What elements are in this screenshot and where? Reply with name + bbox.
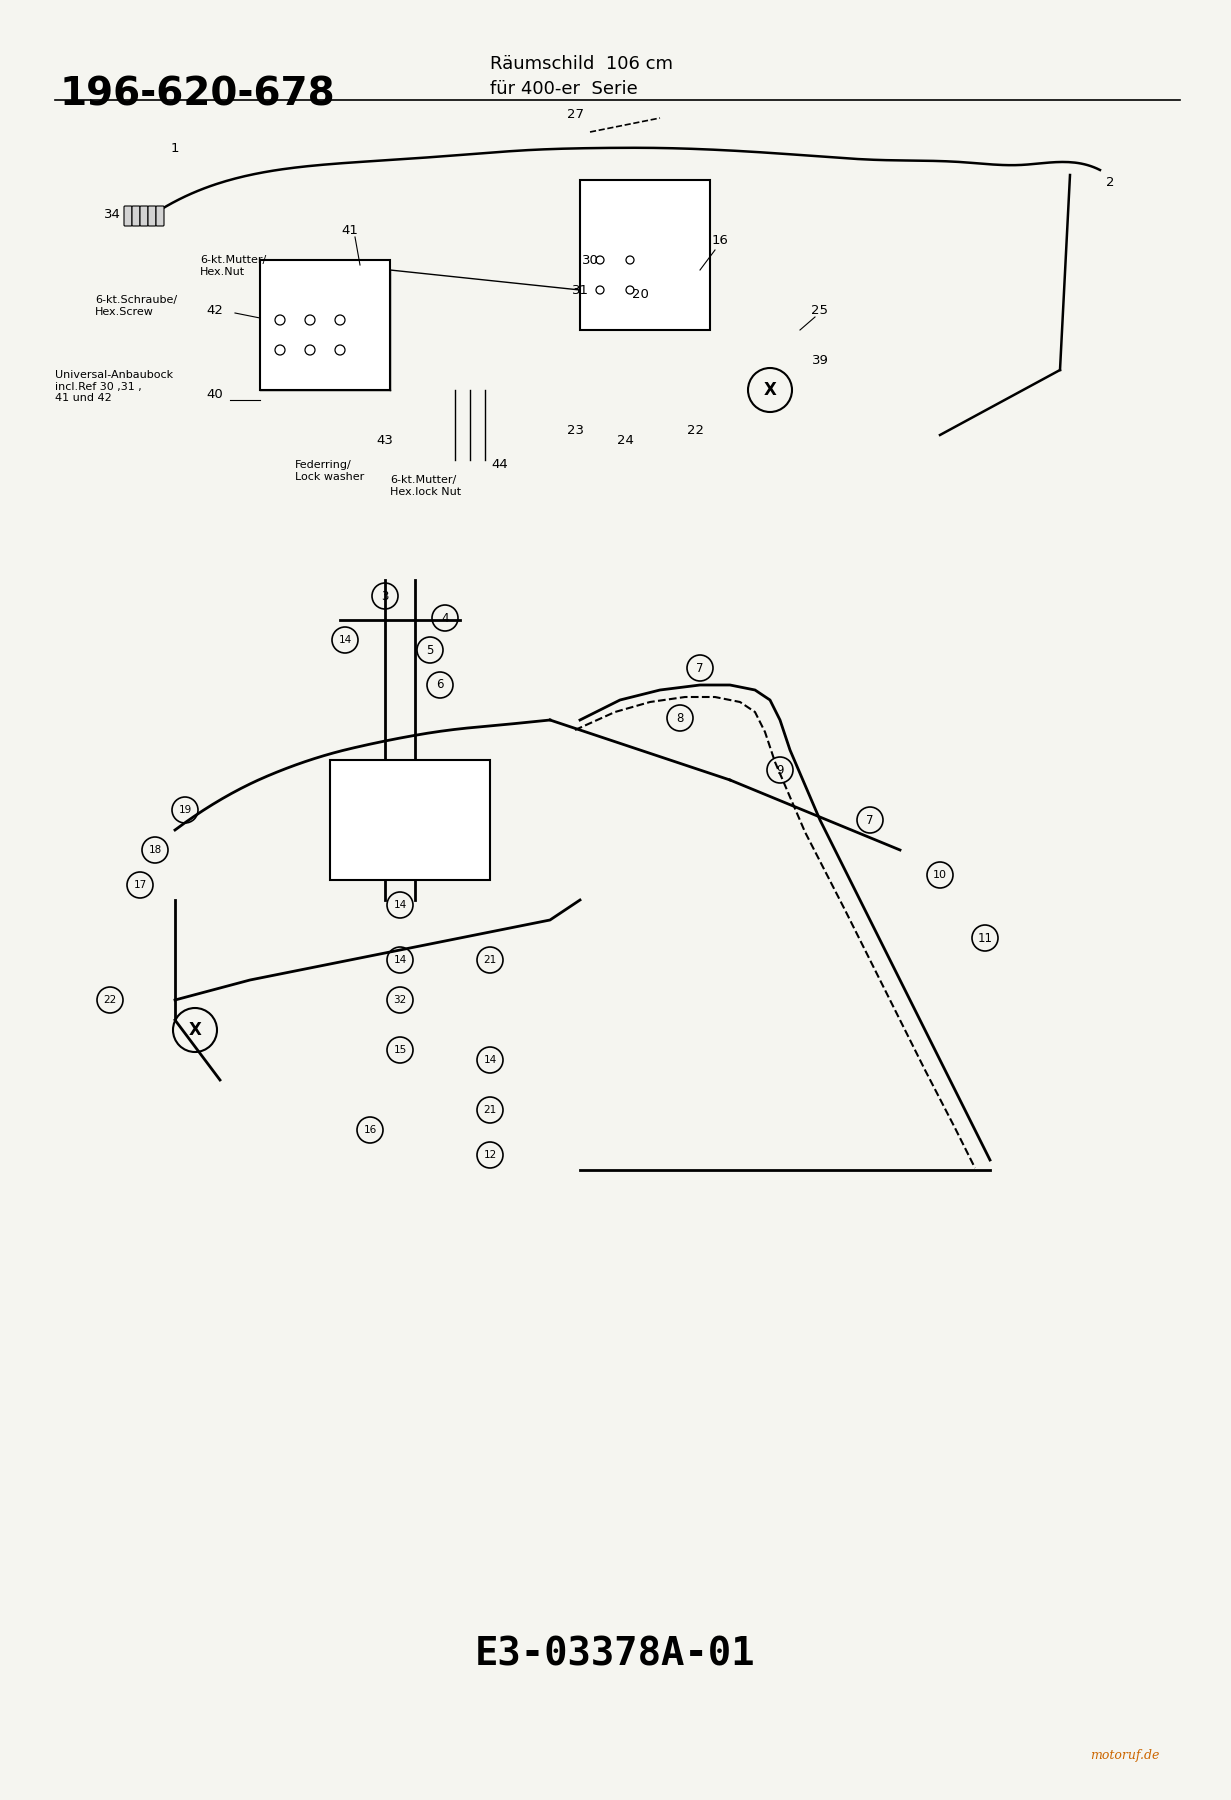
- Text: 5: 5: [426, 644, 433, 657]
- FancyBboxPatch shape: [124, 205, 132, 227]
- Text: 14: 14: [484, 1055, 496, 1066]
- Text: 6-kt.Mutter/
Hex.Nut: 6-kt.Mutter/ Hex.Nut: [199, 256, 266, 277]
- Text: 2: 2: [1105, 176, 1114, 189]
- Text: X: X: [188, 1021, 202, 1039]
- Text: E3-03378A-01: E3-03378A-01: [475, 1636, 756, 1674]
- Text: 21: 21: [484, 956, 496, 965]
- Text: 30: 30: [581, 254, 598, 266]
- Text: 4: 4: [441, 612, 449, 625]
- Text: 27: 27: [566, 108, 583, 122]
- Text: 34: 34: [103, 207, 121, 221]
- Text: 10: 10: [933, 869, 947, 880]
- FancyBboxPatch shape: [140, 205, 148, 227]
- Text: 22: 22: [687, 423, 703, 437]
- Text: motoruf.de: motoruf.de: [1089, 1748, 1160, 1762]
- Text: 21: 21: [484, 1105, 496, 1114]
- FancyBboxPatch shape: [156, 205, 164, 227]
- Text: Federring/
Lock washer: Federring/ Lock washer: [295, 461, 364, 482]
- Text: X: X: [763, 382, 777, 400]
- Text: 16: 16: [363, 1125, 377, 1136]
- Text: 14: 14: [394, 900, 406, 911]
- Bar: [260, 259, 390, 391]
- Text: 6-kt.Mutter/
Hex.lock Nut: 6-kt.Mutter/ Hex.lock Nut: [390, 475, 462, 497]
- Text: 18: 18: [149, 844, 161, 855]
- Text: 25: 25: [811, 304, 828, 317]
- Text: 17: 17: [133, 880, 146, 889]
- Text: 23: 23: [566, 423, 583, 437]
- Text: Räumschild  106 cm: Räumschild 106 cm: [490, 56, 673, 74]
- Text: 41: 41: [341, 223, 358, 236]
- Text: 14: 14: [394, 956, 406, 965]
- Text: 8: 8: [676, 711, 683, 724]
- FancyBboxPatch shape: [148, 205, 156, 227]
- Text: 7: 7: [697, 662, 704, 675]
- Text: 6: 6: [436, 679, 443, 691]
- Text: 1: 1: [171, 142, 180, 155]
- Text: 32: 32: [394, 995, 406, 1004]
- Text: 19: 19: [178, 805, 192, 815]
- Text: 12: 12: [484, 1150, 496, 1159]
- FancyBboxPatch shape: [132, 205, 140, 227]
- Text: 43: 43: [377, 434, 394, 446]
- Bar: [330, 760, 490, 880]
- Text: 22: 22: [103, 995, 117, 1004]
- Text: 44: 44: [491, 459, 508, 472]
- Text: 196-620-678: 196-620-678: [60, 76, 336, 113]
- Text: 14: 14: [339, 635, 352, 644]
- Text: 7: 7: [867, 814, 874, 826]
- Text: 24: 24: [617, 434, 634, 446]
- Bar: [580, 180, 710, 329]
- Text: 42: 42: [207, 304, 224, 317]
- Text: 11: 11: [977, 932, 992, 945]
- Text: 40: 40: [207, 389, 223, 401]
- Text: 3: 3: [382, 590, 389, 603]
- Text: 16: 16: [712, 234, 729, 247]
- Text: für 400-er  Serie: für 400-er Serie: [490, 79, 638, 97]
- Text: Universal-Anbaubock
incl.Ref 30 ,31 ,
41 und 42: Universal-Anbaubock incl.Ref 30 ,31 , 41…: [55, 371, 174, 403]
- Text: 39: 39: [811, 353, 828, 367]
- Text: 15: 15: [394, 1046, 406, 1055]
- Text: 6-kt.Schraube/
Hex.Screw: 6-kt.Schraube/ Hex.Screw: [95, 295, 177, 317]
- Text: 9: 9: [777, 763, 784, 776]
- Text: 31: 31: [571, 283, 588, 297]
- Text: 20: 20: [632, 288, 649, 301]
